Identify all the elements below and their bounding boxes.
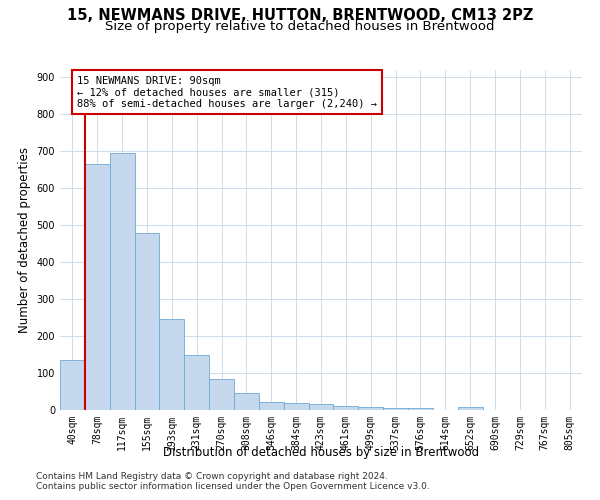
Bar — [458, 407, 482, 410]
Bar — [134, 232, 160, 410]
Text: 15 NEWMANS DRIVE: 90sqm
← 12% of detached houses are smaller (315)
88% of semi-d: 15 NEWMANS DRIVE: 90sqm ← 12% of detache… — [77, 76, 377, 108]
Bar — [284, 404, 308, 410]
Y-axis label: Number of detached properties: Number of detached properties — [18, 147, 31, 333]
Bar — [184, 356, 209, 410]
Bar — [408, 408, 433, 410]
Text: Contains public sector information licensed under the Open Government Licence v3: Contains public sector information licen… — [36, 482, 430, 491]
Bar — [308, 404, 334, 410]
Text: Distribution of detached houses by size in Brentwood: Distribution of detached houses by size … — [163, 446, 479, 459]
Bar — [209, 380, 234, 410]
Bar — [234, 392, 259, 410]
Bar — [85, 164, 110, 410]
Text: Contains HM Land Registry data © Crown copyright and database right 2024.: Contains HM Land Registry data © Crown c… — [36, 472, 388, 481]
Bar — [383, 408, 408, 410]
Text: 15, NEWMANS DRIVE, HUTTON, BRENTWOOD, CM13 2PZ: 15, NEWMANS DRIVE, HUTTON, BRENTWOOD, CM… — [67, 8, 533, 22]
Text: Size of property relative to detached houses in Brentwood: Size of property relative to detached ho… — [105, 20, 495, 33]
Bar — [358, 407, 383, 410]
Bar — [259, 402, 284, 410]
Bar — [334, 406, 358, 410]
Bar — [110, 153, 134, 410]
Bar — [60, 360, 85, 410]
Bar — [160, 318, 184, 410]
